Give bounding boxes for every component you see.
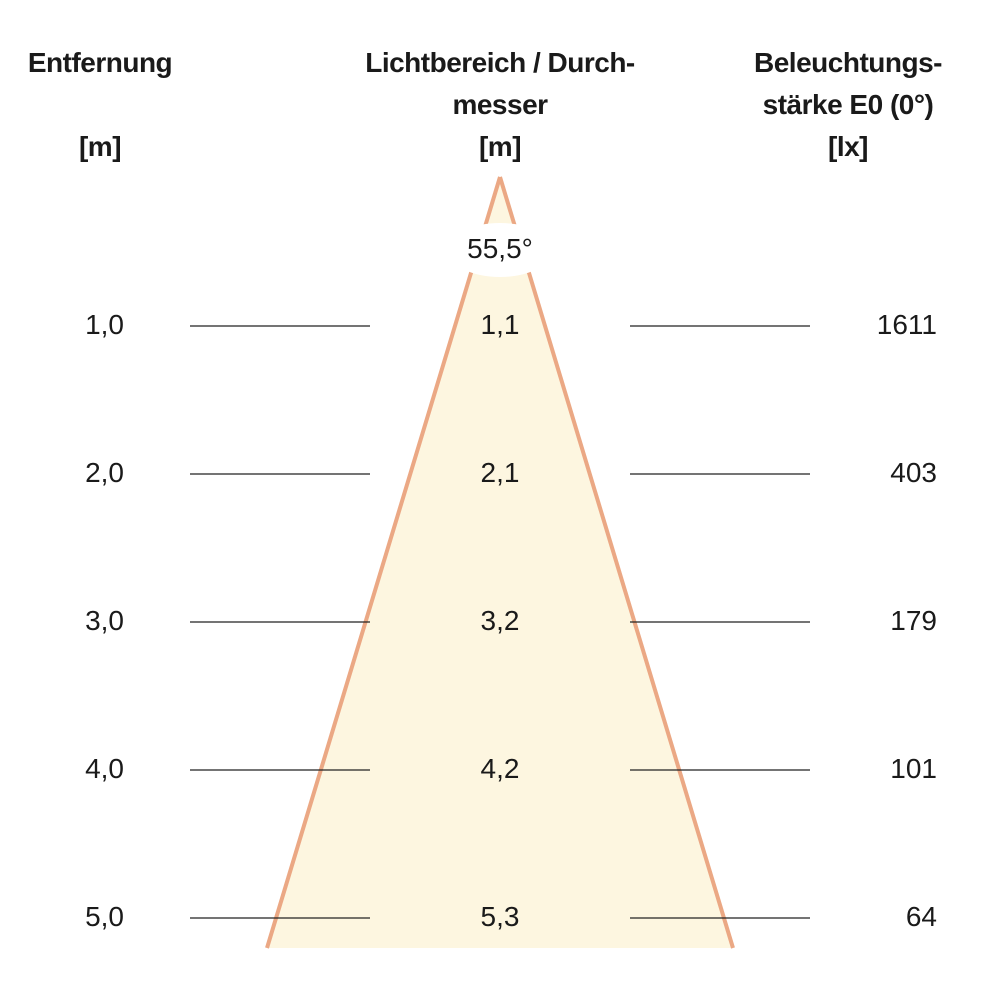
beam-angle-label: 55,5° [467,233,533,264]
header-diameter-unit: [m] [478,131,522,162]
diameter-value: 4,2 [480,753,520,784]
header-illuminance-unit: [lx] [828,131,869,162]
distance-value: 5,0 [85,901,124,932]
light-cone [267,177,733,948]
header-diameter: Lichtbereich / Durch- messer [m] [300,42,700,168]
header-illuminance: Beleuchtungs- stärke E0 (0°) [lx] [718,42,978,168]
illuminance-value: 179 [890,605,937,636]
header-diameter-title-2: messer [452,89,548,120]
diameter-value: 3,2 [480,605,520,636]
diameter-value: 1,1 [480,309,520,340]
distance-value: 4,0 [85,753,124,784]
header-diameter-title: Lichtbereich / Durch- [365,47,635,78]
header-illuminance-title-2: stärke E0 (0°) [762,89,934,120]
header-distance-title: Entfernung [27,47,173,78]
distance-value: 2,0 [85,457,124,488]
diameter-value: 5,3 [480,901,520,932]
diameter-value: 2,1 [480,457,520,488]
header-illuminance-title: Beleuchtungs- [754,47,942,78]
header-distance: Entfernung [m] [0,42,200,168]
distance-value: 3,0 [85,605,124,636]
cone-edge-left [265,176,502,949]
header-distance-unit: [m] [78,131,122,162]
cone-edge-right [498,176,735,949]
illuminance-value: 64 [905,901,937,932]
distance-value: 1,0 [85,309,124,340]
illuminance-value: 1611 [876,309,937,340]
angle-label-background [448,223,552,277]
illuminance-value: 403 [890,457,937,488]
illuminance-value: 101 [890,753,937,784]
